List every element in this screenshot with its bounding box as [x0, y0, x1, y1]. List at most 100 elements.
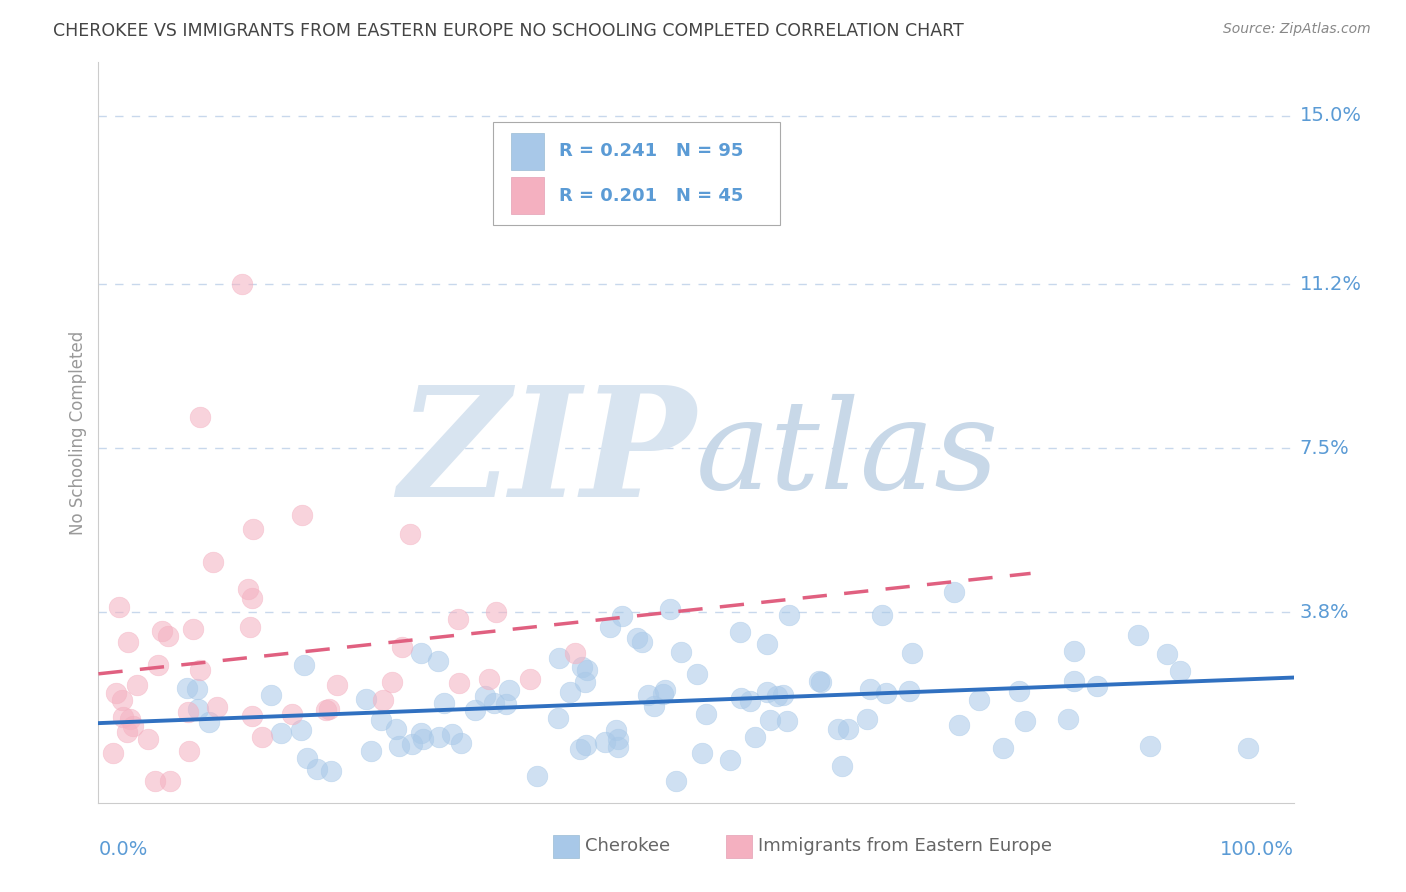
Point: [1139, 739, 1161, 753]
Point: [399, 527, 422, 541]
Point: [658, 602, 681, 616]
Point: [111, 710, 134, 724]
Text: atlas: atlas: [696, 394, 1000, 516]
Point: [612, 608, 634, 623]
Point: [177, 706, 200, 720]
Point: [242, 522, 264, 536]
Point: [318, 702, 340, 716]
Point: [695, 706, 717, 721]
Point: [875, 686, 897, 700]
Point: [148, 657, 170, 672]
Point: [250, 730, 273, 744]
Point: [855, 712, 877, 726]
Point: [188, 410, 211, 425]
Point: [1057, 712, 1080, 726]
Point: [239, 620, 262, 634]
Point: [568, 742, 591, 756]
Text: Cherokee: Cherokee: [585, 838, 669, 855]
Point: [718, 753, 741, 767]
Point: [427, 731, 450, 745]
Point: [631, 634, 654, 648]
Point: [240, 709, 263, 723]
Bar: [510, 133, 544, 169]
Point: [450, 736, 472, 750]
Point: [485, 605, 508, 619]
Text: 11.2%: 11.2%: [1299, 275, 1361, 293]
Point: [671, 644, 693, 658]
Point: [104, 686, 127, 700]
Point: [464, 703, 486, 717]
Text: CHEROKEE VS IMMIGRANTS FROM EASTERN EUROPE NO SCHOOLING COMPLETED CORRELATION CH: CHEROKEE VS IMMIGRANTS FROM EASTERN EURO…: [53, 22, 965, 40]
Point: [808, 674, 831, 689]
Point: [558, 685, 581, 699]
Point: [643, 699, 665, 714]
Point: [564, 646, 586, 660]
Point: [967, 693, 990, 707]
Point: [738, 693, 761, 707]
Point: [260, 688, 283, 702]
Point: [187, 702, 209, 716]
Point: [685, 667, 707, 681]
Point: [755, 685, 778, 699]
Point: [188, 663, 211, 677]
Point: [270, 725, 292, 739]
Point: [156, 629, 179, 643]
Point: [240, 591, 263, 606]
Point: [775, 714, 797, 729]
Text: Source: ZipAtlas.com: Source: ZipAtlas.com: [1223, 22, 1371, 37]
Bar: [553, 835, 579, 858]
Point: [991, 741, 1014, 756]
Point: [575, 738, 598, 752]
Point: [574, 674, 596, 689]
Point: [654, 682, 676, 697]
Point: [370, 713, 392, 727]
Point: [730, 691, 752, 706]
Point: [159, 773, 181, 788]
Y-axis label: No Schooling Completed: No Schooling Completed: [69, 331, 87, 534]
Point: [810, 675, 832, 690]
Point: [692, 746, 714, 760]
Point: [526, 769, 548, 783]
Point: [292, 657, 315, 672]
Point: [1128, 628, 1150, 642]
Point: [120, 712, 142, 726]
Point: [901, 646, 924, 660]
Point: [837, 722, 859, 736]
Point: [831, 758, 853, 772]
Point: [626, 632, 648, 646]
Point: [295, 751, 318, 765]
Point: [759, 713, 782, 727]
Point: [136, 731, 159, 746]
Point: [122, 719, 145, 733]
Point: [384, 723, 406, 737]
Text: Immigrants from Eastern Europe: Immigrants from Eastern Europe: [758, 838, 1052, 855]
Point: [409, 646, 432, 660]
Point: [730, 624, 752, 639]
Point: [474, 690, 496, 704]
Point: [181, 623, 204, 637]
Point: [391, 640, 413, 654]
Text: 3.8%: 3.8%: [1299, 603, 1350, 622]
Point: [315, 703, 337, 717]
Point: [371, 693, 394, 707]
Point: [547, 711, 569, 725]
Point: [859, 681, 882, 696]
Point: [948, 718, 970, 732]
Point: [447, 675, 470, 690]
Point: [1007, 684, 1029, 698]
Point: [1156, 647, 1178, 661]
Point: [942, 584, 965, 599]
FancyBboxPatch shape: [494, 121, 780, 226]
Point: [778, 607, 800, 622]
Point: [755, 637, 778, 651]
Point: [125, 678, 148, 692]
Point: [898, 684, 921, 698]
Point: [607, 732, 630, 747]
Point: [360, 744, 382, 758]
Point: [1063, 673, 1085, 688]
Point: [447, 612, 470, 626]
Bar: [725, 835, 752, 858]
Point: [744, 730, 766, 744]
Point: [111, 692, 134, 706]
Point: [381, 675, 404, 690]
